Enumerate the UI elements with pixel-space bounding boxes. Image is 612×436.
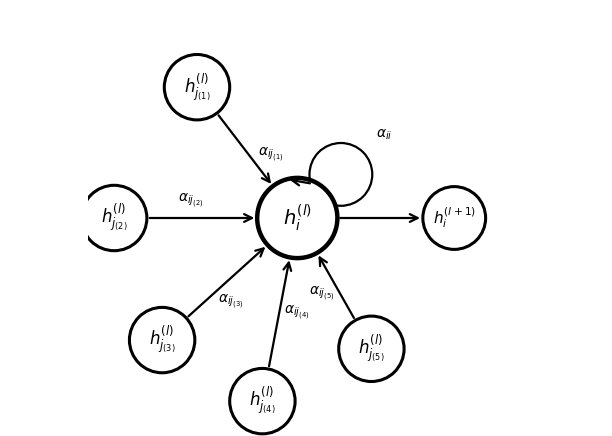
Text: $h_{j_{(4)}}^{(l)}$: $h_{j_{(4)}}^{(l)}$	[249, 386, 276, 416]
Circle shape	[230, 368, 295, 434]
Text: $h_{j_{(3)}}^{(l)}$: $h_{j_{(3)}}^{(l)}$	[149, 325, 176, 355]
Text: $h_{j_{(1)}}^{(l)}$: $h_{j_{(1)}}^{(l)}$	[184, 72, 211, 102]
Circle shape	[129, 307, 195, 373]
Text: $\alpha_{ij_{(4)}}$: $\alpha_{ij_{(4)}}$	[284, 304, 310, 322]
Text: $\alpha_{ij_{(1)}}$: $\alpha_{ij_{(1)}}$	[258, 146, 284, 164]
Circle shape	[81, 185, 147, 251]
Text: $\alpha_{ij_{(5)}}$: $\alpha_{ij_{(5)}}$	[308, 285, 334, 303]
Text: $h_{j_{(2)}}^{(l)}$: $h_{j_{(2)}}^{(l)}$	[101, 203, 127, 233]
Circle shape	[164, 54, 230, 120]
Text: $\alpha_{ii}$: $\alpha_{ii}$	[376, 128, 393, 143]
Text: $\alpha_{ij_{(2)}}$: $\alpha_{ij_{(2)}}$	[178, 192, 204, 211]
Text: $h_i^{(l)}$: $h_i^{(l)}$	[283, 203, 312, 233]
Text: $h_{j_{(5)}}^{(l)}$: $h_{j_{(5)}}^{(l)}$	[358, 334, 385, 364]
Text: $\alpha_{ij_{(3)}}$: $\alpha_{ij_{(3)}}$	[218, 293, 244, 311]
Circle shape	[257, 178, 337, 258]
Text: $h_i^{(l+1)}$: $h_i^{(l+1)}$	[433, 206, 476, 230]
Circle shape	[338, 316, 404, 382]
Circle shape	[423, 187, 486, 249]
